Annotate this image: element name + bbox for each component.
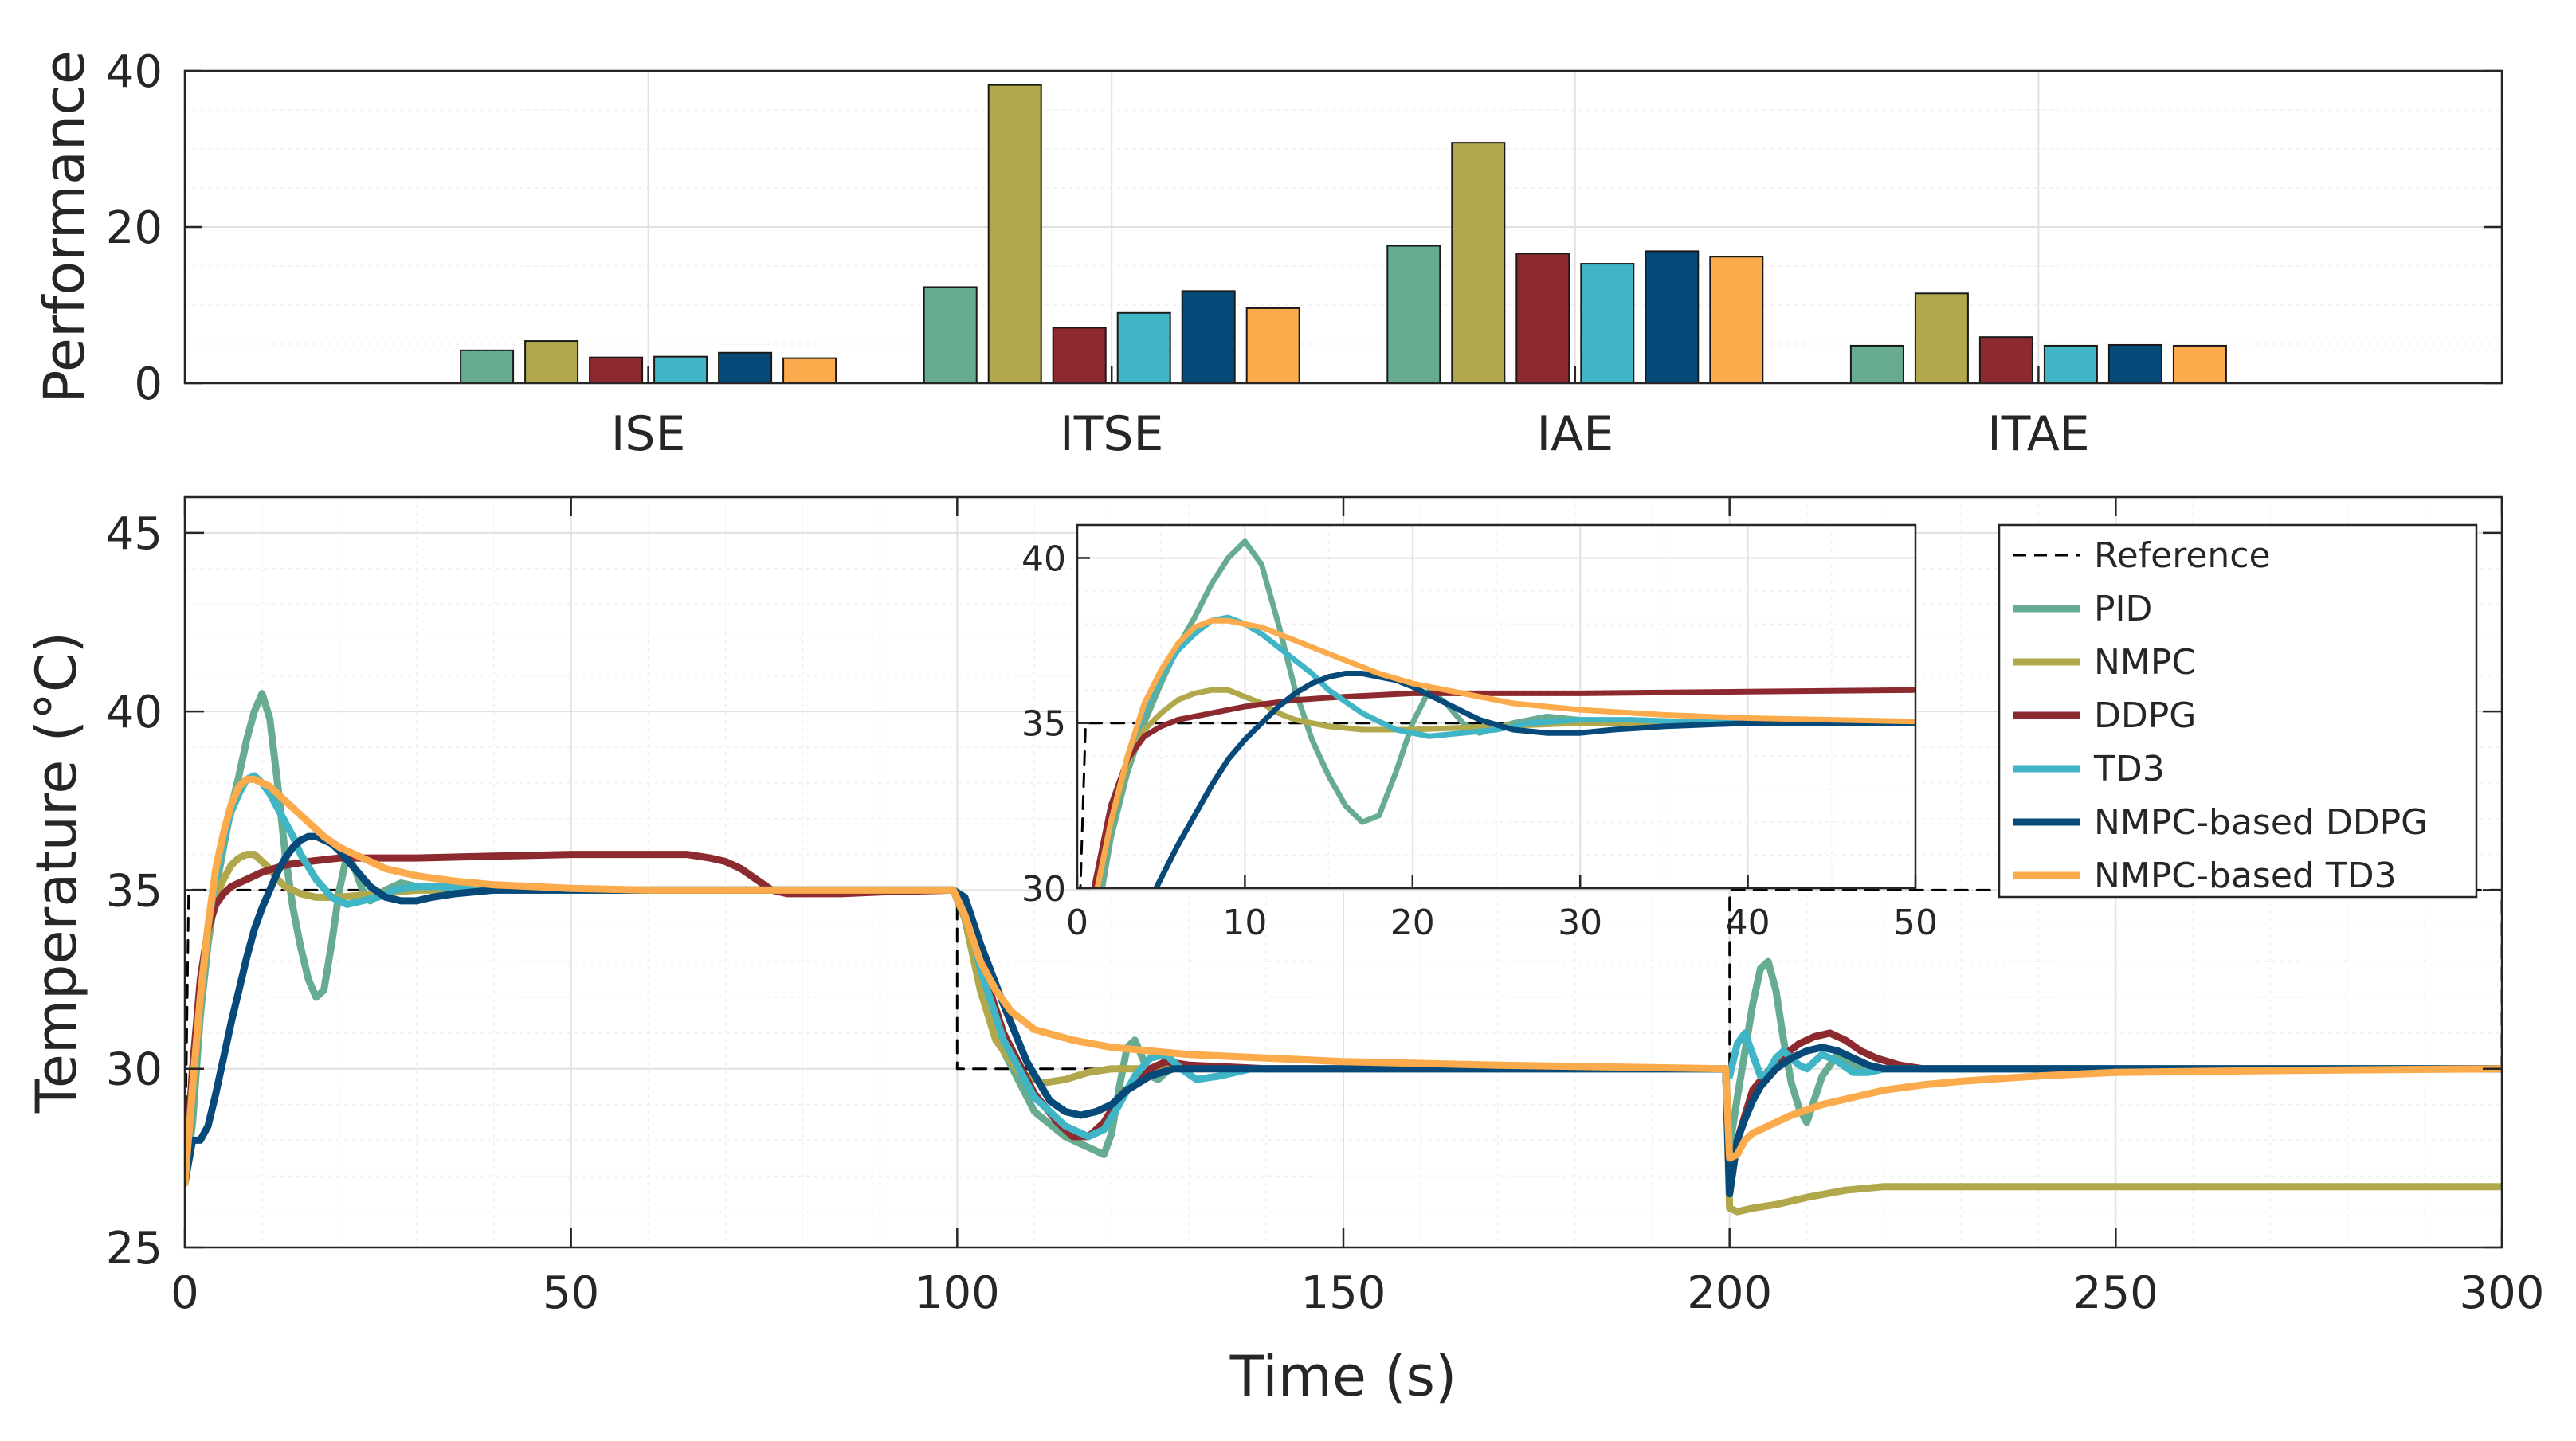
bar-y-tick-label: 40 xyxy=(106,46,163,98)
bar-category-label: ITAE xyxy=(1987,406,2090,462)
bar-ise-td3 xyxy=(653,355,708,384)
legend-box xyxy=(1998,523,2478,899)
inset-line-nmpc-based-td3 xyxy=(1094,617,1915,888)
line-x-tick-label: 50 xyxy=(543,1267,599,1319)
inset-x-tick-label: 30 xyxy=(1558,903,1602,943)
line-chart-x-axis-label: Time (s) xyxy=(1229,1344,1457,1409)
line-y-tick-label: 35 xyxy=(106,865,163,917)
bar-ise-ddpg xyxy=(589,356,644,385)
bar-y-tick-label: 20 xyxy=(106,202,163,254)
legend-label: NMPC-based DDPG xyxy=(2094,802,2428,843)
inset-x-tick-label: 20 xyxy=(1390,903,1435,943)
inset-line-reference xyxy=(1079,722,1915,888)
line-x-tick-label: 200 xyxy=(1687,1267,1772,1319)
legend: Reference PID NMPC DDPG TD3 NMPC-based DDPG NM… xyxy=(1998,523,2478,899)
inset-line-td3 xyxy=(1094,614,1915,888)
bar-itae-nmpc-based-td3 xyxy=(2172,344,2227,384)
line-x-tick-label: 100 xyxy=(915,1267,1000,1319)
inset-frame xyxy=(1076,523,1917,890)
bar-y-tick-label: 0 xyxy=(134,358,163,410)
bar-iae-nmpc-based-ddpg xyxy=(1645,250,1700,384)
line-x-tick-label: 150 xyxy=(1301,1267,1386,1319)
bar-ise-nmpc-based-ddpg xyxy=(718,351,773,384)
bar-iae-nmpc xyxy=(1451,142,1506,384)
legend-label: NMPC xyxy=(2094,642,2196,683)
bar-ise-nmpc-based-td3 xyxy=(782,357,837,385)
bar-itae-ddpg xyxy=(1978,336,2033,384)
inset-x-tick-label: 0 xyxy=(1066,903,1088,943)
bar-itse-nmpc-based-td3 xyxy=(1245,307,1300,385)
bar-itse-pid xyxy=(923,286,978,384)
line-y-tick-label: 40 xyxy=(106,687,163,738)
inset-line-nmpc xyxy=(1094,687,1915,888)
bar-chart: 0 20 40 ISE ITSE IAE ITAE Performance xyxy=(32,46,2503,462)
legend-label: NMPC-based TD3 xyxy=(2094,856,2397,896)
line-x-tick-label: 250 xyxy=(2073,1267,2158,1319)
inset-y-tick-label: 30 xyxy=(1021,869,1066,910)
bar-category-label: ITSE xyxy=(1060,406,1163,462)
bar-chart-y-axis-label: Performance xyxy=(32,50,97,404)
inset-line-nmpc-based-ddpg xyxy=(1152,671,1915,888)
bar-itae-pid xyxy=(1849,344,1904,384)
inset-y-tick-label: 40 xyxy=(1021,538,1066,579)
inset-line-pid xyxy=(1100,538,1915,888)
inset-x-tick-label: 50 xyxy=(1893,903,1938,943)
inset-x-tick-label: 10 xyxy=(1222,903,1267,943)
line-chart-y-axis-label: Temperature (°C) xyxy=(24,632,89,1114)
line-x-tick-label: 300 xyxy=(2460,1267,2545,1319)
line-x-tick-label: 0 xyxy=(171,1267,199,1319)
bar-itse-nmpc-based-ddpg xyxy=(1181,290,1236,384)
bar-itae-nmpc xyxy=(1914,292,1969,384)
line-y-tick-label: 25 xyxy=(106,1223,163,1275)
inset-x-tick-label: 40 xyxy=(1726,903,1770,943)
bar-ise-nmpc xyxy=(524,340,579,384)
legend-label: PID xyxy=(2094,589,2152,629)
bar-category-label: ISE xyxy=(611,406,686,462)
series-line-nmpc-based-td3 xyxy=(185,775,2502,1187)
inset-zoom-plot: 0 10 20 30 40 50 30 35 40 xyxy=(1021,523,1938,943)
bar-iae-pid xyxy=(1386,245,1441,384)
series-line-nmpc-based-ddpg xyxy=(185,832,2502,1198)
bar-ise-pid xyxy=(460,349,515,384)
bar-itae-nmpc-based-ddpg xyxy=(2107,343,2162,385)
bar-itse-nmpc xyxy=(987,84,1042,384)
bar-iae-td3 xyxy=(1580,263,1635,384)
bar-iae-nmpc-based-td3 xyxy=(1709,256,1764,384)
line-y-tick-label: 45 xyxy=(106,508,163,560)
inset-y-tick-label: 35 xyxy=(1021,704,1066,745)
bar-category-label: IAE xyxy=(1536,406,1613,462)
legend-label: Reference xyxy=(2094,535,2271,576)
inset-line-ddpg xyxy=(1091,687,1915,888)
line-y-tick-label: 30 xyxy=(106,1044,163,1096)
bar-itse-td3 xyxy=(1116,311,1171,384)
legend-label: TD3 xyxy=(2093,749,2165,789)
legend-label: DDPG xyxy=(2094,695,2196,736)
bar-itse-ddpg xyxy=(1052,327,1107,385)
bar-iae-ddpg xyxy=(1515,253,1570,384)
bar-itae-td3 xyxy=(2043,344,2098,384)
